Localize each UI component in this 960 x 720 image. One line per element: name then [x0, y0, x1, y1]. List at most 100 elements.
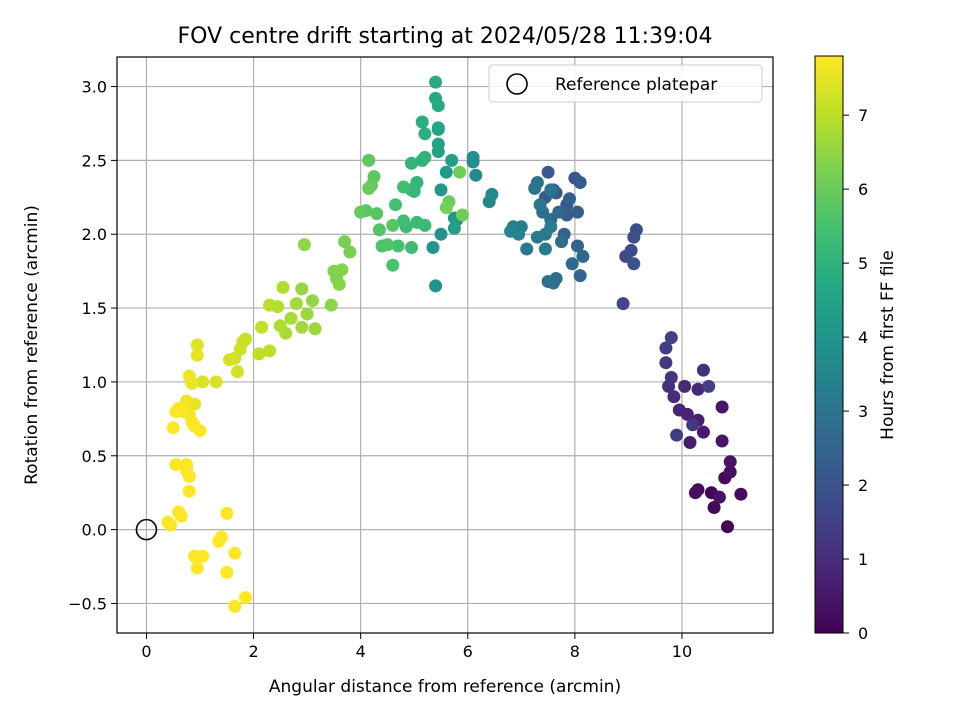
data-point [289, 297, 303, 311]
data-point [190, 561, 204, 575]
data-point [573, 176, 587, 189]
data-point [295, 282, 309, 296]
data-point [573, 269, 587, 283]
data-point [284, 311, 298, 325]
data-point [332, 277, 346, 291]
data-point [196, 549, 210, 563]
data-point [362, 153, 376, 167]
data-point [616, 297, 630, 311]
plot-frame [116, 56, 774, 634]
data-point [686, 418, 700, 432]
data-point [228, 546, 242, 560]
data-point [629, 223, 643, 237]
y-tick-label: 3.0 [82, 78, 107, 97]
colorbar-tick-label: 4 [858, 328, 868, 347]
x-axis-label: Angular distance from reference (arcmin) [269, 677, 621, 697]
data-point [297, 238, 311, 252]
data-point [426, 241, 440, 254]
x-tick-label: 10 [672, 642, 692, 661]
colorbar-tick-label: 7 [858, 106, 868, 125]
data-point [228, 599, 242, 613]
data-point [212, 534, 226, 548]
data-point [696, 363, 710, 377]
data-point [263, 298, 277, 312]
data-point [544, 183, 558, 197]
data-point [190, 348, 204, 362]
data-point [659, 341, 673, 355]
x-tick-label: 8 [570, 642, 580, 661]
data-point [209, 375, 223, 389]
data-point [696, 425, 710, 439]
x-tick-label: 0 [141, 642, 151, 661]
data-point [429, 279, 443, 293]
data-point [300, 307, 314, 321]
data-point [541, 165, 555, 179]
y-tick-label: 2.0 [82, 225, 107, 244]
x-tick-label: 6 [463, 642, 473, 661]
data-point [397, 180, 410, 194]
data-point [688, 486, 702, 500]
x-tick-label: 2 [248, 642, 258, 661]
data-point [544, 220, 558, 234]
data-point [702, 379, 716, 393]
data-point [182, 469, 196, 483]
data-point [418, 150, 432, 164]
data-point [447, 221, 461, 235]
data-point [721, 520, 734, 534]
data-point [530, 176, 544, 189]
data-point [439, 201, 453, 215]
data-point [389, 198, 402, 212]
data-point [520, 242, 534, 256]
data-point [263, 344, 277, 358]
y-tick-label: 1.5 [82, 299, 107, 318]
data-point [324, 298, 338, 312]
data-point [659, 356, 673, 370]
data-point [723, 455, 737, 469]
data-point [485, 187, 499, 201]
data-point [431, 137, 445, 151]
data-point [546, 276, 560, 290]
data-point [370, 207, 384, 221]
data-point [538, 242, 552, 256]
y-tick-label: 0.5 [82, 447, 107, 466]
y-tick-label: 1.0 [82, 373, 107, 392]
data-point [180, 458, 194, 472]
data-point [571, 205, 584, 219]
data-point [255, 320, 269, 334]
data-point [691, 382, 705, 396]
x-axis-ticks: 0 2 4 6 8 10 [141, 633, 692, 661]
data-point [664, 371, 678, 384]
colorbar-gradient [814, 55, 844, 634]
colorbar-tick-label: 1 [858, 550, 868, 569]
data-point [434, 227, 448, 241]
data-point [707, 501, 721, 514]
colorbar-tick-label: 2 [858, 476, 868, 495]
data-point [469, 168, 483, 182]
y-tick-label: 0.0 [82, 521, 107, 540]
data-point [664, 331, 678, 345]
data-point [439, 165, 453, 179]
data-point [354, 205, 368, 219]
data-point [533, 198, 547, 212]
data-point [223, 353, 236, 367]
reference-marker [135, 518, 158, 541]
data-point [276, 280, 290, 294]
data-point [190, 338, 204, 352]
data-point [166, 421, 180, 435]
data-point [405, 156, 418, 170]
data-point [372, 223, 386, 237]
data-point [670, 428, 684, 442]
y-tick-label: −0.5 [68, 594, 107, 613]
data-point [164, 518, 178, 532]
data-point [715, 400, 729, 414]
legend-box [488, 64, 763, 103]
data-point [273, 319, 287, 333]
data-point [555, 235, 568, 249]
data-point [712, 490, 726, 504]
colorbar: 0 1 2 3 4 5 6 7 Hours from first FF file [814, 55, 898, 643]
data-point [431, 99, 445, 113]
data-point [576, 249, 590, 263]
data-point [563, 192, 576, 206]
data-point [445, 153, 459, 167]
colorbar-tick-label: 0 [858, 624, 868, 643]
